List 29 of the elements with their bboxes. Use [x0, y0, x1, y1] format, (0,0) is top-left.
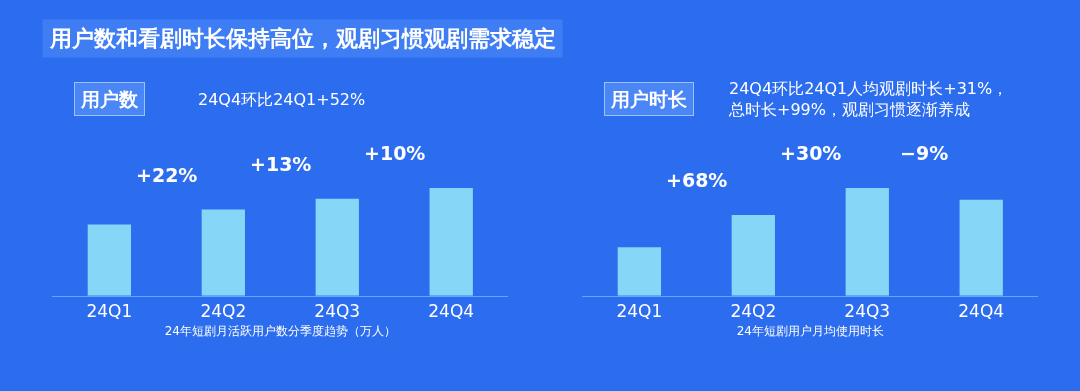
bar — [87, 224, 132, 296]
x-tick-label: 24Q3 — [844, 301, 891, 322]
bar — [617, 247, 662, 296]
chart-subtitle: 24Q4环比24Q1+52% — [198, 90, 366, 109]
bar — [959, 199, 1003, 296]
x-tick-label: 24Q3 — [314, 301, 361, 322]
x-tick-label: 24Q2 — [730, 301, 777, 322]
bar — [315, 198, 359, 296]
x-tick-label: 24Q2 — [200, 301, 247, 322]
x-tick-label: 24Q1 — [86, 301, 133, 322]
chart-title: 用户数 — [80, 88, 139, 110]
text: +13% — [250, 153, 312, 175]
text: +22% — [136, 164, 198, 186]
bar — [845, 187, 889, 296]
x-tick-label: 24Q4 — [428, 301, 475, 322]
x-axis-title: 24年短剧用户月均使用时长 — [736, 323, 884, 338]
text: 用户数和看剧时长保持高位，观剧习惯观剧需求稳定 — [49, 26, 556, 51]
text: +10% — [364, 142, 426, 164]
chart-title: 用户时长 — [610, 88, 688, 110]
annotation: +68% — [666, 169, 728, 191]
bar — [731, 214, 775, 296]
chart-subtitle: 24Q4环比24Q1人均观剧时长+31%，总时长+99%，观剧习惯逐渐养成 — [728, 79, 1009, 119]
text: −9% — [900, 142, 949, 164]
text: +30% — [780, 142, 842, 164]
x-tick-label: 24Q1 — [616, 301, 663, 322]
x-tick-label: 24Q4 — [958, 301, 1005, 322]
x-axis-title: 24年短剧月活跃用户数分季度趋势（万人） — [164, 323, 396, 338]
bar — [429, 187, 473, 296]
bar — [201, 209, 245, 296]
